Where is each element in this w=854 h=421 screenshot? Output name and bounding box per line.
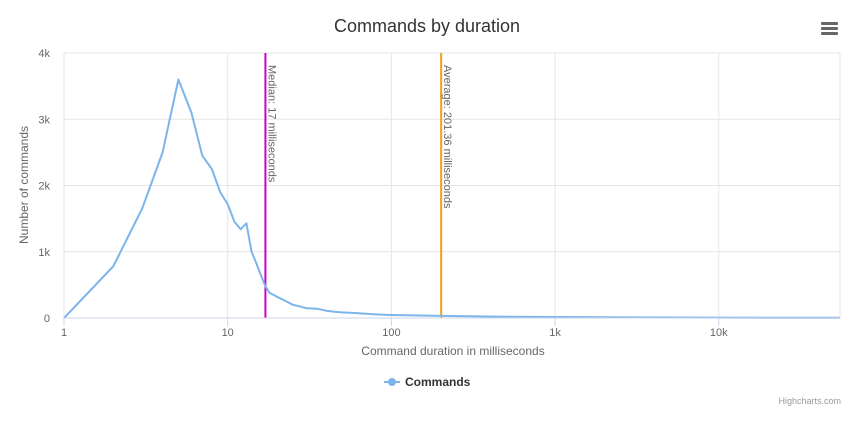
chart-context-menu-button[interactable] (818, 18, 842, 40)
x-axis-title: Command duration in milliseconds (361, 344, 544, 358)
x-tick-label: 10k (710, 327, 728, 339)
x-tick-label: 1k (549, 327, 561, 339)
series-line-commands (63, 78, 840, 319)
y-axis-title: Number of commands (17, 126, 31, 244)
average-plot-line-label: Average: 201.36 milliseconds (441, 65, 453, 209)
y-tick-label: 4k (38, 48, 50, 60)
credits-link[interactable]: Highcharts.com (778, 396, 841, 406)
y-tick-label: 3k (38, 114, 50, 126)
chart-title: Commands by duration (334, 16, 520, 36)
legend-swatch-marker (388, 378, 396, 386)
x-tick-label: 100 (382, 327, 400, 339)
y-tick-label: 1k (38, 247, 50, 259)
x-axis: 1 10 100 1k 10k (61, 318, 728, 339)
legend-label: Commands (405, 375, 471, 389)
series-layer (63, 78, 840, 319)
median-plot-line-label: Median: 17 milliseconds (265, 65, 277, 183)
legend-item-commands[interactable]: Commands (384, 375, 471, 389)
y-tick-label: 2k (38, 181, 50, 193)
y-tick-label: 0 (44, 313, 50, 325)
y-axis: 0 1k 2k 3k 4k (38, 48, 50, 325)
x-tick-label: 1 (61, 327, 67, 339)
plot-lines: Median: 17 milliseconds Average: 201.36 m… (264, 53, 453, 318)
x-tick-label: 10 (222, 327, 234, 339)
